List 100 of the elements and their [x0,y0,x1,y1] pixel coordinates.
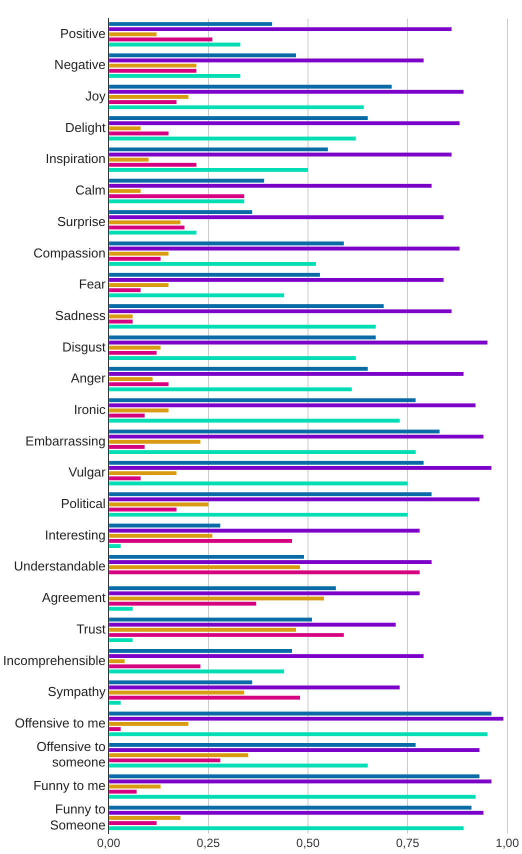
y-tick-label: Funny to Someone [50,802,106,832]
bar [109,680,252,684]
bar [109,189,141,193]
bar [109,591,420,596]
bar [109,497,480,502]
bar [109,534,212,538]
x-tick-label: 0,50 [296,836,320,850]
y-tick-label: Offensive to me [14,715,106,730]
bar [109,602,256,606]
bar [109,633,344,637]
bar [109,230,196,235]
bar [109,293,284,298]
bar [109,460,424,465]
bar [109,722,188,726]
bar [109,226,184,230]
bar [109,790,137,794]
bar [109,430,440,434]
y-tick-label: Anger [70,370,106,386]
bar [109,84,392,89]
bar [109,570,420,574]
bar [109,586,336,590]
y-tick-label: Positive [60,26,106,41]
bar [109,398,416,402]
y-tick-label: Joy [85,88,106,104]
bar [109,382,168,386]
bar [109,524,220,528]
bar [109,774,480,778]
bar [109,132,168,136]
bar [109,136,356,141]
y-tick-label: Disgust [62,339,106,354]
x-tick-label: 0,25 [196,836,220,850]
y-tick-label: Compassion [33,245,106,260]
bar [109,366,368,371]
bar [109,350,156,355]
bar [109,648,292,653]
bar [109,194,244,198]
bar [109,508,176,512]
bar [109,403,476,408]
bar [109,100,176,104]
bar [109,821,156,825]
bar [109,716,504,721]
bar [109,199,244,204]
bar [109,158,148,162]
bar [109,168,308,172]
y-tick-label: Fear [78,276,106,292]
y-tick-label: Incomprehensible [2,652,106,668]
bar [109,262,316,266]
bar [109,278,444,282]
bar [109,606,133,611]
y-tick-label: Ironic [74,402,106,418]
bar [109,22,272,26]
bar [109,126,141,130]
bar [109,806,472,810]
bar [109,528,420,533]
bar [109,356,356,360]
bar [109,618,312,622]
bar [109,95,188,99]
bar [109,670,284,674]
bar [109,685,400,690]
y-tick-label: Embarrassing [25,433,106,448]
bar [109,700,121,705]
bar [109,418,400,423]
y-tick-label: Vulgar [68,464,106,480]
bar [109,336,376,340]
bar [109,481,408,486]
y-tick-label: Trust [76,621,106,636]
bar [109,565,300,570]
bar [109,58,424,62]
bar [109,476,141,480]
y-tick-label: Understandable [14,558,106,574]
bar [109,780,492,784]
bar [109,283,168,287]
bar [109,512,408,517]
bar [109,32,156,36]
bar [109,53,296,58]
bar [109,554,304,559]
bar [109,372,464,376]
bar [109,794,476,799]
y-tick-label: Inspiration [46,151,106,166]
y-tick-label: Calm [75,182,106,198]
bar [109,816,180,820]
bar [109,502,208,506]
bar [109,471,176,476]
y-tick-label: Interesting [44,527,106,542]
bar [109,414,144,418]
bar [109,64,196,68]
bar [109,408,168,412]
bar [109,696,300,700]
bar [109,826,464,830]
bar [109,377,152,382]
bar [109,252,168,256]
bar [109,105,364,110]
bar [109,659,125,664]
bar [109,753,248,758]
bar [109,220,180,224]
bar [109,539,292,543]
bar [109,387,352,392]
bar [109,764,368,768]
bar [109,444,144,449]
bar [109,42,240,46]
